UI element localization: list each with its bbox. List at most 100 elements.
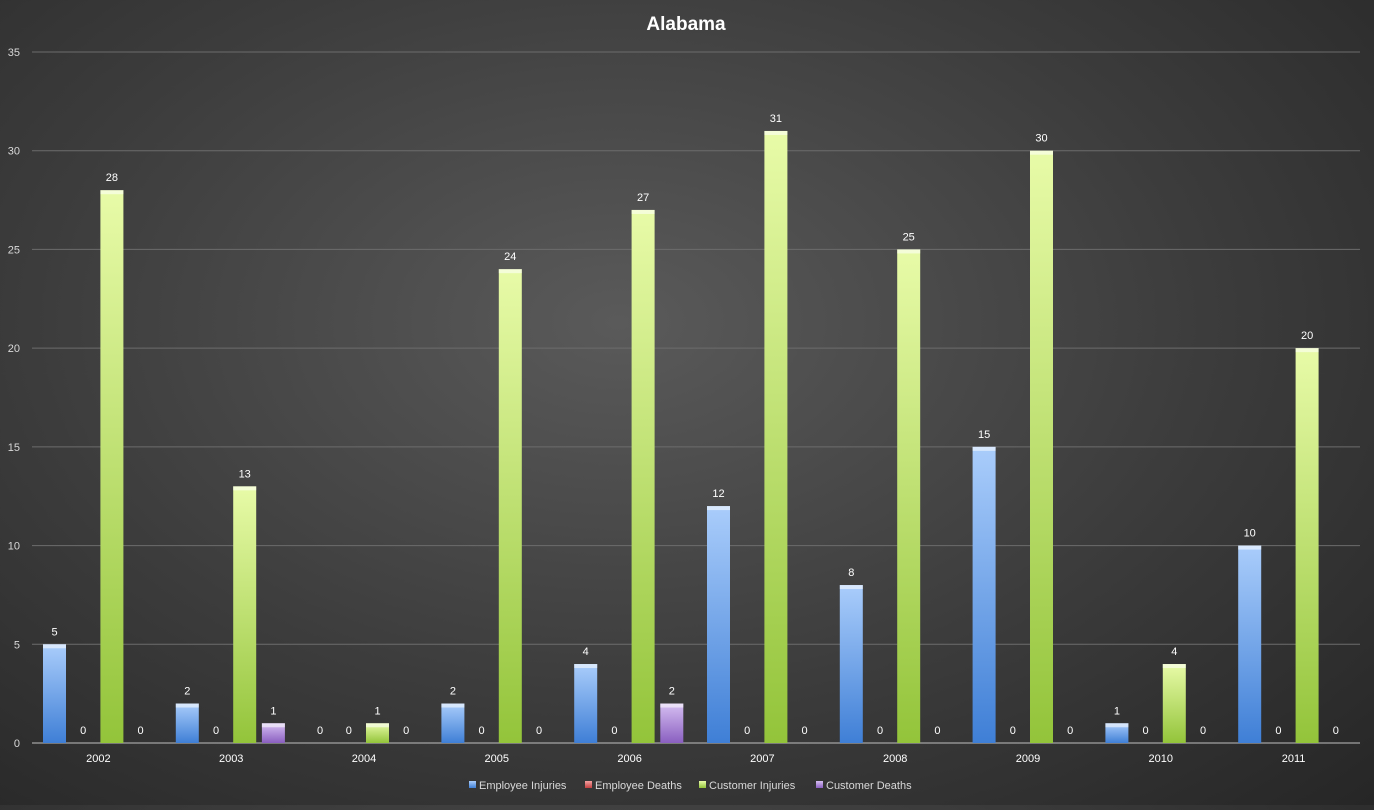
data-label: 0 bbox=[1333, 725, 1339, 737]
bar-highlight bbox=[897, 249, 921, 254]
gridlines bbox=[32, 51, 1360, 744]
x-axis-tick-labels: 2002 2003 2004 2005 2006 2007 2008 2009 2010 2011 bbox=[86, 753, 1305, 765]
data-label: 25 bbox=[903, 231, 915, 243]
y-tick-label: 15 bbox=[8, 442, 20, 454]
data-label: 2 bbox=[669, 686, 675, 698]
data-label: 24 bbox=[504, 251, 516, 263]
bar-employee-injuries-2006 bbox=[574, 664, 598, 743]
x-tick-label: 2011 bbox=[1282, 753, 1306, 765]
data-label: 4 bbox=[583, 646, 589, 658]
bar-customer-injuries-2005 bbox=[498, 269, 522, 743]
bar-employee-injuries-2005 bbox=[441, 703, 465, 743]
data-label: 0 bbox=[934, 725, 940, 737]
data-label: 0 bbox=[80, 725, 86, 737]
data-label: 8 bbox=[848, 567, 854, 579]
y-axis-tick-labels: 0 5 10 15 20 25 30 35 bbox=[8, 47, 20, 750]
data-label: 2 bbox=[450, 686, 456, 698]
bar-highlight bbox=[1030, 150, 1053, 155]
data-label: 15 bbox=[978, 429, 990, 441]
bar-highlight bbox=[233, 486, 257, 491]
bar-customer-injuries-2004 bbox=[366, 723, 389, 743]
bar-highlight bbox=[498, 269, 522, 274]
legend-swatch bbox=[816, 781, 823, 788]
bar-highlight bbox=[261, 723, 285, 728]
bar-customer-deaths-2003 bbox=[261, 723, 285, 743]
data-label: 0 bbox=[403, 725, 409, 737]
bar-highlight bbox=[441, 703, 465, 708]
y-tick-label: 25 bbox=[8, 244, 20, 256]
y-tick-label: 0 bbox=[14, 738, 20, 750]
data-label: 0 bbox=[744, 725, 750, 737]
bar-employee-injuries-2011 bbox=[1238, 545, 1262, 743]
legend-label: Customer Injuries bbox=[709, 780, 796, 792]
x-tick-label: 2007 bbox=[750, 753, 774, 765]
data-label: 5 bbox=[51, 626, 57, 638]
bar-highlight bbox=[1162, 664, 1186, 669]
data-label: 1 bbox=[1114, 705, 1120, 717]
data-label: 1 bbox=[374, 705, 380, 717]
x-tick-label: 2004 bbox=[352, 753, 376, 765]
y-tick-label: 20 bbox=[8, 343, 20, 355]
data-label: 20 bbox=[1301, 330, 1313, 342]
y-tick-label: 35 bbox=[8, 47, 20, 59]
bar-customer-injuries-2007 bbox=[764, 130, 788, 743]
data-label: 0 bbox=[611, 725, 617, 737]
bar-customer-injuries-2009 bbox=[1030, 150, 1053, 743]
bar-highlight bbox=[366, 723, 389, 728]
bar-employee-injuries-2002 bbox=[43, 644, 66, 743]
legend-label: Employee Injuries bbox=[479, 780, 567, 792]
data-label: 0 bbox=[213, 725, 219, 737]
legend-label: Customer Deaths bbox=[826, 780, 912, 792]
legend-label: Employee Deaths bbox=[595, 780, 682, 792]
data-label: 1 bbox=[270, 705, 276, 717]
bar-employee-injuries-2003 bbox=[175, 703, 199, 743]
legend-swatch bbox=[585, 781, 592, 788]
y-tick-label: 5 bbox=[14, 639, 20, 651]
data-label: 0 bbox=[1200, 725, 1206, 737]
bar-customer-injuries-2011 bbox=[1295, 348, 1319, 743]
data-label: 0 bbox=[138, 725, 144, 737]
bar-highlight bbox=[1238, 545, 1262, 550]
bar-highlight bbox=[1295, 348, 1319, 353]
bar-customer-injuries-2002 bbox=[100, 190, 124, 743]
x-tick-label: 2008 bbox=[883, 753, 907, 765]
bar-highlight bbox=[839, 585, 863, 590]
x-tick-label: 2006 bbox=[617, 753, 641, 765]
legend-swatch bbox=[699, 781, 706, 788]
bar-highlight bbox=[43, 644, 66, 649]
x-tick-label: 2005 bbox=[485, 753, 509, 765]
bar-highlight bbox=[707, 506, 730, 511]
data-label: 0 bbox=[346, 725, 352, 737]
x-tick-label: 2010 bbox=[1149, 753, 1173, 765]
bar-highlight bbox=[660, 703, 684, 708]
data-label: 13 bbox=[239, 468, 251, 480]
bar-highlight bbox=[100, 190, 124, 195]
bar-customer-deaths-2006 bbox=[660, 703, 684, 743]
data-label: 0 bbox=[1143, 725, 1149, 737]
bar-employee-injuries-2008 bbox=[839, 585, 863, 743]
x-tick-label: 2009 bbox=[1016, 753, 1040, 765]
data-label: 0 bbox=[317, 725, 323, 737]
data-label: 28 bbox=[106, 172, 118, 184]
legend-swatch bbox=[469, 781, 476, 788]
bar-highlight bbox=[1105, 723, 1129, 728]
data-label: 4 bbox=[1171, 646, 1177, 658]
bar-highlight bbox=[574, 664, 598, 669]
x-tick-label: 2003 bbox=[219, 753, 243, 765]
data-label: 0 bbox=[1067, 725, 1073, 737]
y-tick-label: 30 bbox=[8, 146, 20, 158]
bar-employee-injuries-2010 bbox=[1105, 723, 1129, 743]
data-label: 0 bbox=[802, 725, 808, 737]
bar-highlight bbox=[972, 446, 996, 451]
data-label: 0 bbox=[479, 725, 485, 737]
bar-customer-injuries-2003 bbox=[233, 486, 257, 743]
bar-employee-injuries-2007 bbox=[707, 506, 730, 743]
bar-highlight bbox=[764, 130, 788, 135]
bars bbox=[43, 130, 1319, 743]
chart-title: Alabama bbox=[646, 14, 726, 35]
data-label: 0 bbox=[877, 725, 883, 737]
bar-employee-injuries-2009 bbox=[972, 446, 996, 743]
data-label: 2 bbox=[184, 686, 190, 698]
